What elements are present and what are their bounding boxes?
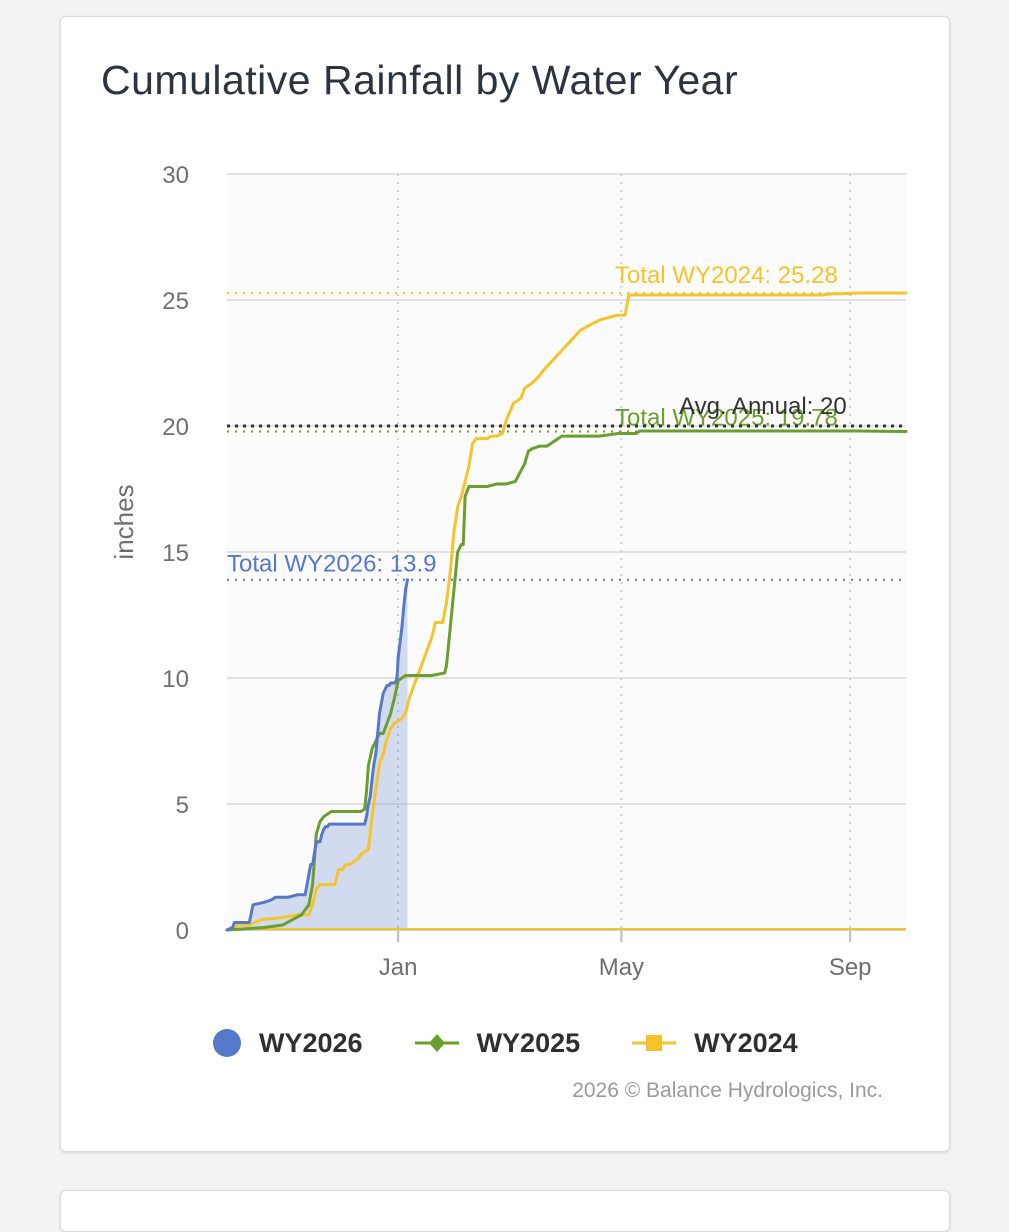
y-tick-label: 25 [162,288,189,315]
diamond-marker-icon [414,1034,459,1052]
x-tick-label: May [599,954,644,981]
y-tick-label: 0 [176,918,189,945]
y-tick-label: 15 [162,540,189,567]
chart-title: Cumulative Rainfall by Water Year [101,57,739,103]
legend: WY2026 WY2025 WY2024 [211,1027,848,1059]
series-lines [225,291,908,932]
reference-label: Total WY2024: 25.28 [615,262,838,289]
area-fill [227,579,408,930]
legend-label: WY2024 [694,1027,798,1058]
legend-label: WY2025 [476,1027,581,1058]
x-tick-label: Sep [829,954,872,981]
series-line-WY2025 [225,429,908,932]
legend-label: WY2026 [259,1027,363,1058]
series-line-WY2024 [225,291,908,932]
circle-marker-icon [213,1029,241,1057]
x-gridlines [397,174,852,930]
rainfall-chart: 0 5 10 15 20 25 30 Jan May Sep inches Total WY20… [109,162,908,981]
y-tick-label: 30 [162,162,189,189]
chart-card: Cumulative Rainfall by Water Year 0 5 10 15… [60,16,950,1152]
y-tick-label: 10 [162,666,189,693]
reference-label: Avg. Annual: 20 [679,393,847,420]
reference-label: Total WY2026: 13.9 [227,551,436,578]
y-tick-label: 20 [162,414,189,441]
legend-item-wy2025[interactable]: WY2025 [413,1027,581,1059]
series-line-WY2026 [225,578,409,932]
x-tick-label: Jan [379,954,418,981]
series-area-WY2026 [227,579,408,930]
next-card [60,1190,950,1232]
y-tick-label: 5 [176,792,189,819]
x-axis: Jan May Sep [227,929,906,981]
y-axis-title: inches [109,484,139,559]
square-marker-icon [632,1035,677,1051]
legend-item-wy2024[interactable]: WY2024 [630,1027,798,1059]
copyright-credit: 2026 © Balance Hydrologics, Inc. [572,1079,883,1102]
legend-item-wy2026[interactable]: WY2026 [211,1027,363,1059]
y-axis: 0 5 10 15 20 25 30 [162,162,189,945]
